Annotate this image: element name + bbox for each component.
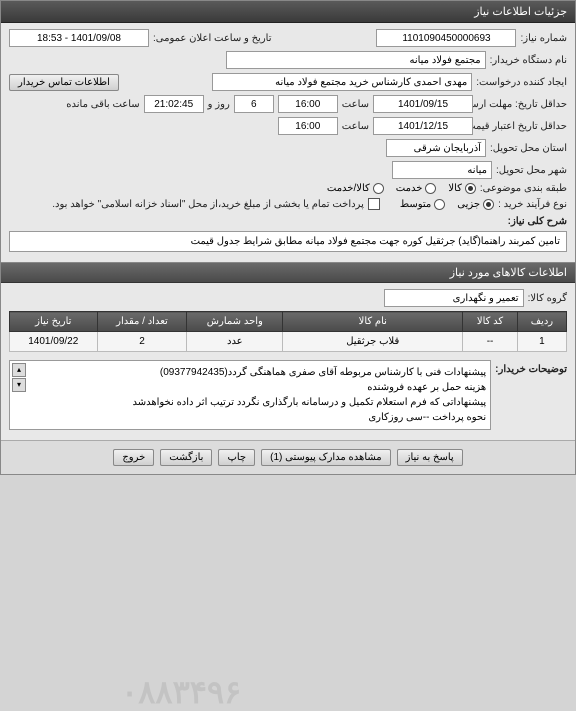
main-window: جزئیات اطلاعات نیاز شماره نیاز: 11010904… xyxy=(0,0,576,475)
need-number-field: 1101090450000693 xyxy=(376,29,516,47)
contact-buyer-button[interactable]: اطلاعات تماس خریدار xyxy=(9,74,119,91)
announce-label: تاریخ و ساعت اعلان عمومی: xyxy=(153,33,272,44)
remain-days-field: 6 xyxy=(234,95,274,113)
radio-partial[interactable]: جزیی xyxy=(457,199,494,210)
td-qty: 2 xyxy=(97,332,187,352)
buyer-field: مجتمع فولاد میانه xyxy=(226,51,486,69)
exit-button[interactable]: خروج xyxy=(113,449,154,466)
td-name: قلاب جرثقیل xyxy=(283,332,463,352)
radio-both[interactable]: کالا/خدمت xyxy=(327,183,384,194)
watermark: ۰۸۸۳۴۹۶ xyxy=(121,673,241,711)
remain-suffix: ساعت باقی مانده xyxy=(66,99,139,110)
time-label-1: ساعت xyxy=(342,99,369,110)
radio-goods-label: کالا xyxy=(448,183,462,194)
th-qty: تعداد / مقدار xyxy=(97,312,187,332)
announce-field: 1401/09/08 - 18:53 xyxy=(9,29,149,47)
payment-note: پرداخت تمام یا بخشی از مبلغ خرید،از محل … xyxy=(52,199,364,210)
radio-both-circle xyxy=(373,183,384,194)
province-field: آذربایجان شرقی xyxy=(386,139,486,157)
buyer-notes: ▴ ▾ پیشنهادات فنی با کارشناس مربوطه آقای… xyxy=(9,360,491,430)
city-field: میانه xyxy=(392,161,492,179)
notes-scroll: ▴ ▾ xyxy=(12,363,26,392)
radio-partial-label: جزیی xyxy=(457,199,480,210)
th-date: تاریخ نیاز xyxy=(10,312,98,332)
group-label: گروه کالا: xyxy=(528,293,567,304)
requester-field: مهدی احمدی کارشناس خرید مجتمع فولاد میان… xyxy=(212,73,472,91)
note-line-1: پیشنهادات فنی با کارشناس مربوطه آقای صفر… xyxy=(32,365,486,380)
note-line-3: پیشنهاداتی که فرم استعلام تکمیل و درساما… xyxy=(32,395,486,410)
table-header-row: ردیف کد کالا نام کالا واحد شمارش تعداد /… xyxy=(10,312,567,332)
scroll-up-button[interactable]: ▴ xyxy=(12,363,26,377)
deadline-label: حداقل تاریخ: مهلت ارسال پاسخ: تا xyxy=(477,99,567,110)
radio-goods[interactable]: کالا xyxy=(448,183,476,194)
radio-medium-label: متوسط xyxy=(400,199,431,210)
validity-time-field: 16:00 xyxy=(278,117,338,135)
radio-partial-circle xyxy=(483,199,494,210)
payment-checkbox[interactable] xyxy=(368,198,380,210)
section-goods-header: اطلاعات کالاهای مورد نیاز xyxy=(1,262,575,283)
process-label: نوع فرآیند خرید : xyxy=(498,199,567,210)
radio-service-circle xyxy=(425,183,436,194)
remain-time-field: 21:02:45 xyxy=(144,95,204,113)
radio-both-label: کالا/خدمت xyxy=(327,183,370,194)
window-title-bar: جزئیات اطلاعات نیاز xyxy=(1,1,575,23)
button-bar: پاسخ به نیاز مشاهده مدارک پیوستی (1) چاپ… xyxy=(1,440,575,474)
th-unit: واحد شمارش xyxy=(187,312,283,332)
radio-service-label: خدمت xyxy=(396,183,423,194)
goods-table: ردیف کد کالا نام کالا واحد شمارش تعداد /… xyxy=(9,311,567,352)
th-name: نام کالا xyxy=(283,312,463,332)
validity-label: حداقل تاریخ اعتبار قیمت: تا تاریخ: xyxy=(477,121,567,132)
deadline-time-field: 16:00 xyxy=(278,95,338,113)
radio-medium[interactable]: متوسط xyxy=(400,199,445,210)
need-number-label: شماره نیاز: xyxy=(520,33,567,44)
buyer-label: نام دستگاه خریدار: xyxy=(490,55,567,66)
reply-button[interactable]: پاسخ به نیاز xyxy=(397,449,463,466)
table-row[interactable]: 1 -- قلاب جرثقیل عدد 2 1401/09/22 xyxy=(10,332,567,352)
form-section: شماره نیاز: 1101090450000693 تاریخ و ساع… xyxy=(1,23,575,262)
radio-goods-circle xyxy=(465,183,476,194)
th-code: کد کالا xyxy=(463,312,518,332)
goods-section: گروه کالا: تعمیر و نگهداری ردیف کد کالا … xyxy=(1,283,575,440)
remain-days-label: روز و xyxy=(208,99,230,110)
time-label-2: ساعت xyxy=(342,121,369,132)
province-label: استان محل تحویل: xyxy=(490,143,567,154)
group-field: تعمیر و نگهداری xyxy=(384,289,524,307)
city-label: شهر محل تحویل: xyxy=(496,165,567,176)
window-title: جزئیات اطلاعات نیاز xyxy=(474,6,567,18)
radio-medium-circle xyxy=(434,199,445,210)
back-button[interactable]: بازگشت xyxy=(160,449,212,466)
scroll-down-button[interactable]: ▾ xyxy=(12,378,26,392)
category-label: طبقه بندی موضوعی: xyxy=(480,183,567,194)
deadline-date-field: 1401/09/15 xyxy=(373,95,473,113)
note-line-2: هزینه حمل بر عهده فروشنده xyxy=(32,380,486,395)
th-row: ردیف xyxy=(517,312,566,332)
desc-label: شرح کلی نیاز: xyxy=(508,216,567,227)
notes-label: توضیحات خریدار: xyxy=(495,360,567,375)
note-line-4: نحوه پرداخت --سی روزکاری xyxy=(32,410,486,425)
attachments-button[interactable]: مشاهده مدارک پیوستی (1) xyxy=(261,449,391,466)
td-date: 1401/09/22 xyxy=(10,332,98,352)
requester-label: ایجاد کننده درخواست: xyxy=(476,77,567,88)
radio-service[interactable]: خدمت xyxy=(396,183,437,194)
td-code: -- xyxy=(463,332,518,352)
print-button[interactable]: چاپ xyxy=(218,449,255,466)
validity-date-field: 1401/12/15 xyxy=(373,117,473,135)
category-radio-group: کالا خدمت کالا/خدمت xyxy=(327,183,476,194)
td-row: 1 xyxy=(517,332,566,352)
desc-box: تامین کمربند راهنما(گاید) جرثقیل کوره جه… xyxy=(9,231,567,252)
td-unit: عدد xyxy=(187,332,283,352)
process-radio-group: جزیی متوسط xyxy=(400,199,494,210)
